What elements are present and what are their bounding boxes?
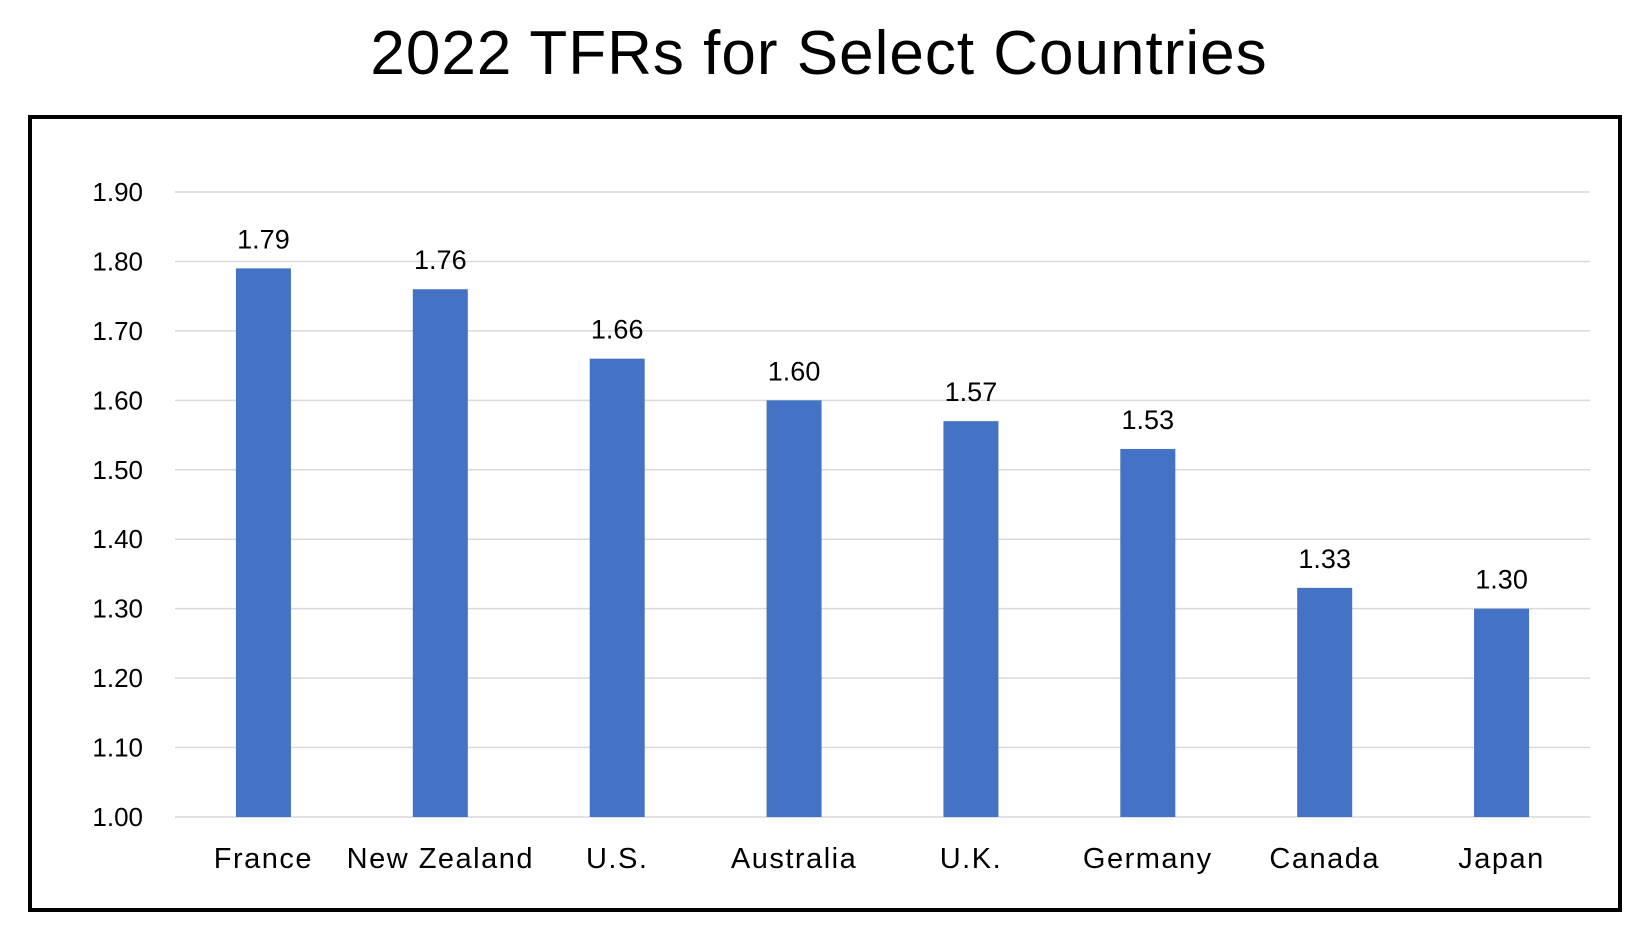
x-category-label: Australia (731, 843, 857, 875)
x-category-label: Japan (1458, 843, 1545, 875)
y-tick-label: 1.90 (92, 177, 143, 207)
x-category-label: France (214, 843, 313, 875)
data-labels: 1.79 1.76 1.66 1.60 1.57 1.53 1.33 1.30 (237, 224, 1528, 594)
y-tick-label: 1.70 (92, 316, 143, 346)
data-label: 1.60 (768, 356, 821, 386)
bar (1120, 448, 1176, 817)
bar (1474, 608, 1530, 817)
y-axis-ticks: 1.00 1.10 1.20 1.30 1.40 1.50 1.60 1.70 1.80 1.90 (92, 177, 143, 832)
data-label: 1.66 (591, 315, 644, 345)
x-category-label: Germany (1083, 843, 1213, 875)
y-tick-label: 1.80 (92, 246, 143, 276)
y-tick-label: 1.30 (92, 594, 143, 624)
gridlines (175, 191, 1590, 818)
y-tick-label: 1.20 (92, 663, 143, 693)
x-category-label: U.S. (586, 843, 648, 875)
y-tick-label: 1.00 (92, 802, 143, 832)
y-tick-label: 1.40 (92, 524, 143, 554)
data-label: 1.79 (237, 224, 290, 254)
bar (589, 358, 645, 817)
x-axis-categories: France New Zealand U.S. Australia U.K. German… (214, 843, 1545, 875)
data-label: 1.33 (1298, 544, 1351, 574)
y-tick-label: 1.60 (92, 385, 143, 415)
data-label: 1.76 (414, 245, 467, 275)
bar (943, 421, 999, 817)
x-category-label: Canada (1269, 843, 1380, 875)
data-label: 1.30 (1475, 565, 1528, 595)
bar (1297, 587, 1353, 817)
x-category-label: U.K. (940, 843, 1002, 875)
data-label: 1.57 (945, 377, 998, 407)
bar (412, 289, 468, 817)
y-tick-label: 1.10 (92, 733, 143, 763)
chart-frame (28, 115, 1622, 912)
x-category-label: New Zealand (347, 843, 534, 875)
y-tick-label: 1.50 (92, 455, 143, 485)
data-label: 1.53 (1122, 405, 1175, 435)
bars (235, 268, 1530, 817)
bar (235, 268, 291, 817)
chart-title: 2022 TFRs for Select Countries (370, 19, 1268, 88)
bar (766, 400, 822, 817)
